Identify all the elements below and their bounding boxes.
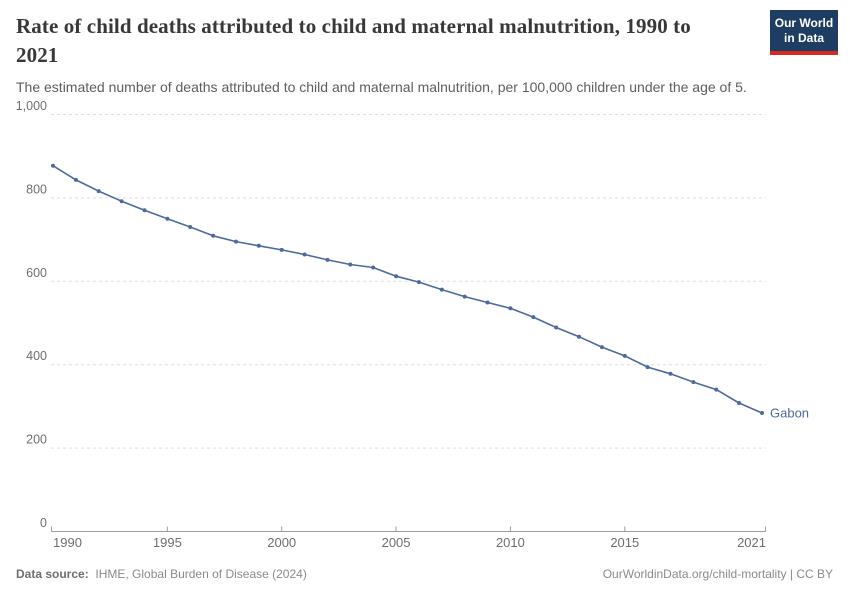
owid-logo-accent-bar	[770, 51, 838, 55]
y-tick-label: 400	[26, 349, 47, 363]
owid-logo[interactable]: Our World in Data	[770, 10, 838, 55]
data-point[interactable]	[737, 401, 742, 405]
data-point[interactable]	[622, 353, 627, 358]
x-tick-label: 2010	[496, 535, 525, 550]
y-tick-label: 800	[26, 182, 47, 196]
data-point[interactable]	[577, 334, 581, 339]
x-tick-label: 2021	[737, 535, 766, 550]
data-point[interactable]	[188, 225, 193, 229]
data-point[interactable]	[394, 274, 399, 279]
data-line[interactable]	[52, 165, 763, 414]
data-point[interactable]	[325, 257, 330, 262]
data-point[interactable]	[485, 300, 490, 305]
data-point[interactable]	[348, 262, 353, 267]
data-point[interactable]	[256, 243, 261, 248]
data-point[interactable]	[211, 233, 216, 238]
data-point[interactable]	[714, 387, 719, 392]
data-point[interactable]	[508, 306, 513, 311]
data-point[interactable]	[691, 380, 696, 385]
chart-footer: Data source: IHME, Global Burden of Dise…	[16, 567, 833, 581]
series-end-label: Gabon	[770, 405, 809, 420]
data-point[interactable]	[302, 252, 307, 257]
data-point[interactable]	[142, 208, 147, 213]
data-source-value: IHME, Global Burden of Disease (2024)	[95, 567, 307, 581]
data-point[interactable]	[462, 294, 467, 299]
data-point[interactable]	[645, 365, 650, 370]
data-source-label: Data source:	[16, 567, 89, 581]
x-tick-label: 1990	[53, 535, 82, 550]
x-tick-label: 2005	[382, 535, 411, 550]
data-point[interactable]	[439, 287, 444, 292]
x-tick-label: 1995	[153, 535, 182, 550]
y-tick-label: 1,000	[16, 99, 47, 113]
data-point[interactable]	[279, 247, 284, 252]
data-point[interactable]	[668, 371, 673, 376]
chart-subtitle: The estimated number of deaths attribute…	[16, 79, 747, 96]
data-point[interactable]	[760, 411, 764, 415]
data-point[interactable]	[234, 239, 238, 244]
owid-logo-line1: Our World	[774, 16, 834, 30]
x-tick-label: 2015	[610, 535, 639, 550]
data-point[interactable]	[165, 216, 170, 221]
data-point[interactable]	[599, 345, 604, 350]
chart-header: Rate of child deaths attributed to child…	[16, 12, 834, 96]
y-tick-label: 600	[26, 266, 47, 280]
data-point[interactable]	[416, 280, 421, 285]
data-point[interactable]	[371, 265, 376, 270]
owid-logo-text: Our World in Data	[770, 10, 838, 51]
data-source: Data source: IHME, Global Burden of Dise…	[16, 567, 307, 581]
data-point[interactable]	[96, 189, 101, 194]
data-point[interactable]	[51, 163, 55, 168]
x-tick-label: 2000	[267, 535, 296, 550]
owid-logo-line2: in Data	[783, 31, 824, 45]
data-point[interactable]	[119, 199, 124, 204]
y-tick-label: 200	[26, 433, 47, 447]
data-point[interactable]	[531, 315, 536, 320]
data-point[interactable]	[73, 177, 78, 182]
y-tick-label: 0	[40, 516, 47, 530]
owid-url-link[interactable]: OurWorldinData.org/child-mortality | CC …	[602, 567, 833, 581]
chart-title: Rate of child deaths attributed to child…	[16, 14, 691, 67]
data-point[interactable]	[554, 325, 559, 330]
